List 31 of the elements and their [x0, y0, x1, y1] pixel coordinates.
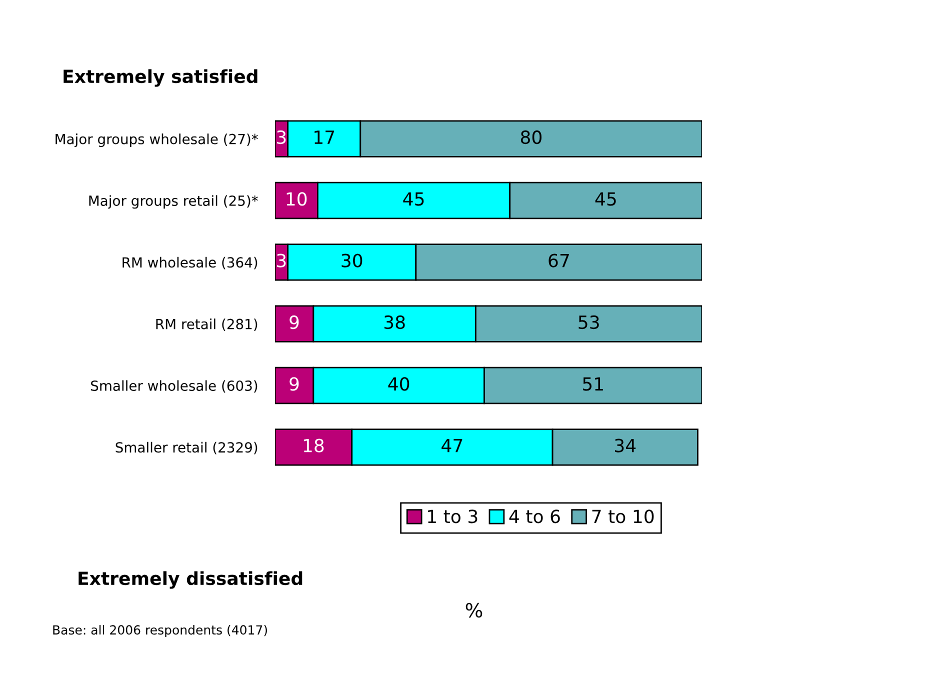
legend-label: 4 to 6: [509, 510, 560, 524]
data-label: 9: [290, 315, 299, 330]
legend-label: 1 to 3: [428, 510, 478, 524]
y-tick-label: Major groups wholesale (27)*: [56, 134, 258, 147]
data-label: 40: [388, 377, 410, 391]
data-label: 3: [277, 254, 286, 268]
text: %: [466, 602, 482, 618]
data-label: 53: [578, 315, 599, 330]
data-label: 18: [304, 438, 324, 452]
data-label: 67: [548, 254, 569, 268]
data-label: 10: [286, 192, 307, 206]
data-label: 45: [595, 192, 616, 206]
data-label: 34: [615, 438, 636, 452]
data-label: 3: [277, 130, 286, 144]
legend-label: 7 to 10: [592, 510, 654, 524]
y-tick-label: RM retail (281): [156, 318, 258, 331]
data-label: 30: [342, 254, 362, 268]
y-tick-label: Smaller wholesale (603): [91, 380, 258, 393]
text: Base: all 2006 respondents (4017): [53, 624, 267, 638]
y-tick-label: RM wholesale (364): [122, 256, 258, 270]
data-label: 17: [314, 130, 334, 144]
data-label: 80: [520, 130, 542, 144]
data-label: 9: [290, 377, 299, 391]
y-tick-label: Major groups retail (25)*: [89, 195, 258, 209]
data-label: 45: [403, 192, 424, 206]
data-label: 51: [583, 377, 603, 391]
data-label: 38: [384, 315, 405, 330]
text: Extremely satisfied: [64, 69, 258, 87]
text: Extremely dissatisfied: [78, 571, 302, 589]
y-tick-label: Smaller retail (2329): [116, 442, 258, 454]
data-label: 47: [442, 438, 462, 452]
